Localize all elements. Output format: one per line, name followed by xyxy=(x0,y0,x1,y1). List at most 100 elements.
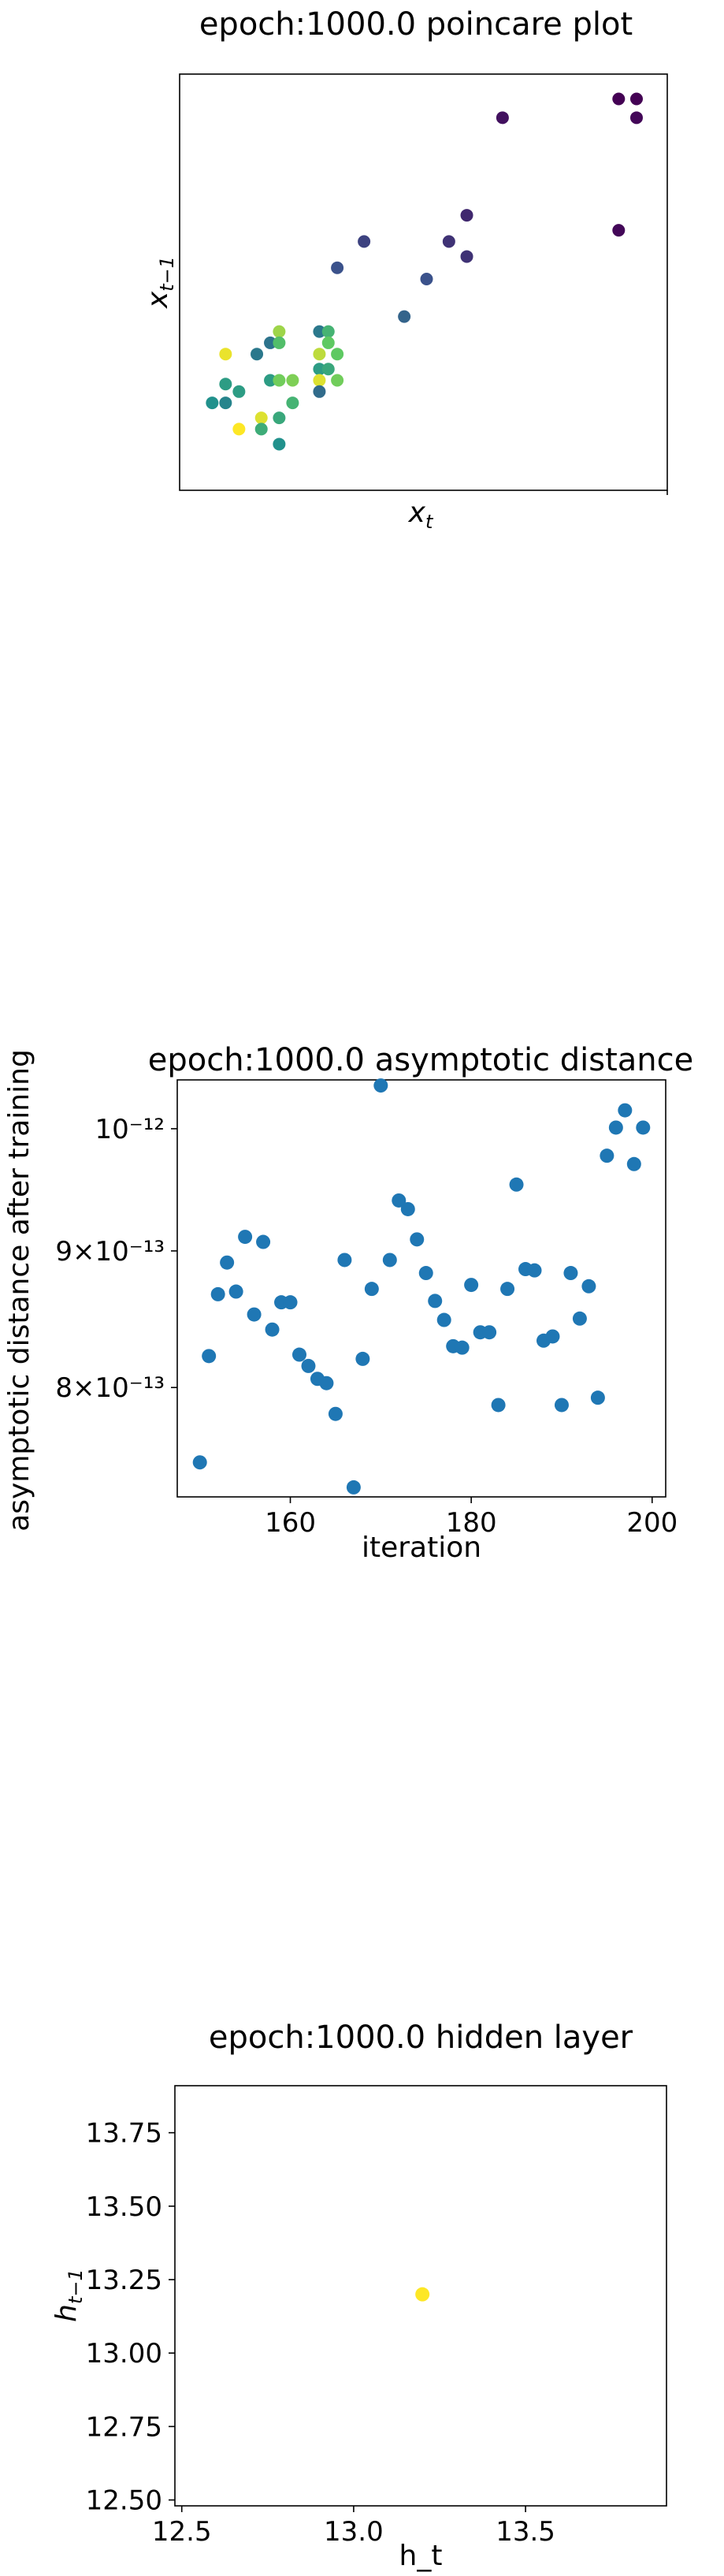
hidden-layer-x-tick-label: 13.0 xyxy=(324,2516,384,2548)
asymptotic-point xyxy=(392,1193,407,1208)
asymptotic-point xyxy=(600,1148,614,1163)
poincare-point xyxy=(321,363,335,376)
poincare-x-axis-label: xt xyxy=(408,497,434,533)
asymptotic-plot-frame xyxy=(176,1079,666,1498)
poincare-point xyxy=(612,224,626,237)
asymptotic-point xyxy=(283,1295,298,1310)
asymptotic-point xyxy=(581,1279,596,1294)
poincare-point xyxy=(206,396,219,410)
poincare-point xyxy=(254,411,268,425)
asymptotic-point xyxy=(220,1255,235,1270)
asymptotic-point xyxy=(355,1351,370,1366)
poincare-point xyxy=(286,396,299,410)
hidden-layer-y-tick-label: 13.25 xyxy=(86,2265,162,2296)
hidden-layer-ticks: 12.5 13.0 13.5 12.50 12.75 13.00 13.25 13.50 13.… xyxy=(86,2118,555,2548)
asymptotic-point xyxy=(590,1390,605,1405)
asymptotic-point xyxy=(346,1480,361,1495)
asymptotic-point xyxy=(436,1312,451,1327)
asymptotic-point xyxy=(464,1278,479,1293)
asymptotic-chart: epoch:1000.0 asymptotic distance 160 180 2… xyxy=(3,1042,693,1564)
poincare-point xyxy=(232,423,246,436)
poincare-point xyxy=(273,437,286,451)
poincare-points xyxy=(206,92,643,451)
asymptotic-points xyxy=(192,1078,651,1495)
poincare-point xyxy=(420,273,433,285)
poincare-point xyxy=(219,396,232,410)
poincare-plot-frame xyxy=(179,73,668,491)
poincare-chart-title: epoch:1000.0 poincare plot xyxy=(199,6,633,43)
asymptotic-point xyxy=(455,1340,470,1355)
poincare-point xyxy=(313,363,326,376)
asymptotic-point xyxy=(247,1307,262,1322)
asymptotic-x-tick-label: 200 xyxy=(626,1507,678,1539)
hidden-layer-point xyxy=(415,2287,430,2302)
asymptotic-point xyxy=(428,1294,443,1308)
asymptotic-point xyxy=(509,1177,524,1192)
asymptotic-point xyxy=(265,1322,280,1337)
hidden-layer-y-axis-label: ht−1 xyxy=(50,2269,87,2322)
asymptotic-point xyxy=(328,1406,343,1421)
asymptotic-point xyxy=(554,1398,569,1413)
poincare-point xyxy=(251,348,264,361)
asymptotic-y-tick-label: 8×10⁻¹³ xyxy=(55,1372,165,1404)
poincare-point xyxy=(232,385,246,398)
asymptotic-point xyxy=(301,1358,316,1373)
hidden-layer-plot-frame xyxy=(174,2085,667,2507)
asymptotic-point xyxy=(192,1455,207,1470)
poincare-point xyxy=(331,374,344,387)
asymptotic-point xyxy=(563,1266,578,1281)
poincare-point xyxy=(286,374,299,387)
asymptotic-point xyxy=(364,1282,379,1297)
asymptotic-y-tick-label: 10⁻¹² xyxy=(95,1114,165,1145)
poincare-point xyxy=(273,325,286,338)
poincare-point xyxy=(313,348,326,361)
asymptotic-point xyxy=(636,1120,651,1135)
poincare-y-axis-label: xt−1 xyxy=(142,256,178,309)
asymptotic-point xyxy=(228,1284,243,1299)
asymptotic-point xyxy=(608,1120,623,1135)
poincare-point xyxy=(331,261,344,274)
poincare-point xyxy=(629,111,643,125)
poincare-point xyxy=(321,336,335,349)
asymptotic-point xyxy=(527,1263,542,1278)
asymptotic-point xyxy=(210,1286,225,1301)
asymptotic-point xyxy=(418,1266,433,1281)
hidden-layer-chart: epoch:1000.0 hidden layer 12.5 13.0 13.512… xyxy=(50,2019,667,2572)
asymptotic-point xyxy=(400,1201,415,1216)
asymptotic-point xyxy=(500,1282,515,1297)
hidden-layer-x-axis-label: h_t xyxy=(399,2540,443,2572)
poincare-point xyxy=(264,374,277,387)
asymptotic-point xyxy=(202,1349,217,1364)
poincare-point xyxy=(219,378,232,391)
asymptotic-point xyxy=(626,1156,641,1171)
asymptotic-point xyxy=(545,1329,560,1344)
poincare-point xyxy=(264,336,277,349)
poincare-point xyxy=(313,374,326,387)
asymptotic-point xyxy=(319,1375,334,1390)
poincare-point xyxy=(358,235,371,248)
asymptotic-point xyxy=(572,1311,587,1326)
asymptotic-chart-title: epoch:1000.0 asymptotic distance xyxy=(148,1042,694,1078)
poincare-point xyxy=(273,336,286,349)
asymptotic-y-tick-label: 9×10⁻¹³ xyxy=(55,1236,165,1268)
poincare-point xyxy=(331,348,344,361)
hidden-layer-y-tick-label: 12.75 xyxy=(86,2411,162,2443)
poincare-point xyxy=(398,310,411,323)
poincare-point xyxy=(612,92,626,106)
asymptotic-point xyxy=(482,1325,497,1340)
poincare-point xyxy=(460,209,473,222)
poincare-point xyxy=(254,423,268,436)
poincare-point xyxy=(273,411,286,425)
asymptotic-point xyxy=(373,1078,388,1093)
hidden-layer-points xyxy=(415,2287,430,2302)
poincare-point xyxy=(313,325,326,338)
hidden-layer-y-tick-label: 13.75 xyxy=(86,2118,162,2150)
asymptotic-y-axis-label: asymptotic distance after training xyxy=(3,1049,35,1532)
asymptotic-point xyxy=(491,1398,506,1413)
poincare-point xyxy=(629,92,643,106)
poincare-point xyxy=(313,385,326,398)
asymptotic-point xyxy=(618,1103,633,1118)
hidden-layer-y-tick-label: 13.00 xyxy=(86,2338,162,2369)
asymptotic-point xyxy=(256,1234,271,1249)
poincare-chart: epoch:1000.0 poincare plot xt xt−1 xyxy=(142,6,668,533)
